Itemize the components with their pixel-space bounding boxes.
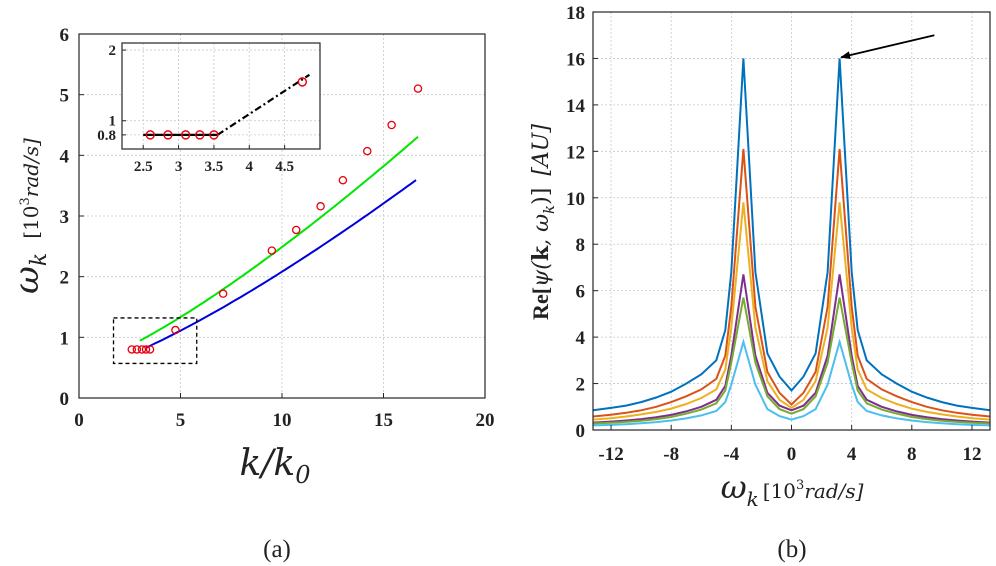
inset-y-tick-label: 1 xyxy=(109,114,117,130)
inset-markers xyxy=(145,77,308,140)
panel-a-x-tick-label: 10 xyxy=(273,410,292,431)
panel-b-x-tick-label: -8 xyxy=(663,444,679,465)
panel-b-x-tick-label: 12 xyxy=(962,444,981,465)
green-curve xyxy=(139,136,419,342)
panel-b-y-tick-label: 6 xyxy=(576,282,586,303)
panel-b-y-tick-label: 12 xyxy=(566,142,585,163)
inset-y-tick-label: 2 xyxy=(109,43,117,59)
measured-marker xyxy=(387,120,396,130)
inset-marker xyxy=(180,130,191,140)
panel-a-x-tick-label: 15 xyxy=(374,410,393,431)
panel-a-x-tick-label: 0 xyxy=(74,410,84,431)
measured-marker xyxy=(127,345,137,354)
panel-a-y-tick-label: 2 xyxy=(60,268,70,289)
panel-a-x-ticks: 0 5 10 15 20 xyxy=(74,393,495,431)
panel-b-series xyxy=(592,58,991,427)
inset-x-tick-label: 3 xyxy=(175,159,183,175)
panel-b-x-tick-label: 0 xyxy=(787,444,797,465)
panel-b-y-tick-label: 8 xyxy=(576,235,586,256)
inset-y-tick-label: 0.8 xyxy=(97,128,116,144)
panel-a-y-tick-label: 6 xyxy=(60,25,70,46)
panel-b-y-tick-label: 16 xyxy=(566,49,585,70)
panel-b-y-tick-label: 4 xyxy=(576,328,586,349)
panel-a-markers xyxy=(127,84,423,354)
inset-frame xyxy=(121,42,321,150)
panel-b-y-ticks: 0 2 4 6 8 10 12 14 16 18 xyxy=(566,3,598,442)
panel-a-zoom-box xyxy=(112,317,198,365)
measured-marker xyxy=(171,325,180,335)
peak-arrow xyxy=(840,34,935,60)
panel-b-y-tick-label: 0 xyxy=(576,421,586,442)
measured-marker xyxy=(291,225,301,235)
panel-b-y-tick-label: 14 xyxy=(566,96,586,117)
series-s3 xyxy=(592,202,991,421)
panel-a-y-tick-label: 5 xyxy=(60,86,70,107)
inset-marker xyxy=(163,130,173,140)
inset-x-tick-label: 2.5 xyxy=(134,159,153,175)
panel-a-y-tick-label: 3 xyxy=(60,207,70,228)
panel-a-y-ticks: 0 1 2 3 4 5 6 xyxy=(60,25,84,410)
series-s2 xyxy=(592,148,991,418)
panel-a-caption: (a) xyxy=(263,536,291,563)
series-s4 xyxy=(592,274,991,424)
measured-marker xyxy=(338,175,348,185)
measured-marker xyxy=(145,345,155,354)
series-s5 xyxy=(592,297,991,425)
blue-curve xyxy=(145,179,417,349)
panel-a-inset: 2.5 3 3.5 4 4.5 0.81 2 xyxy=(97,42,321,175)
panel-a-y-label: ωk[103rad/s] xyxy=(7,138,52,294)
panel-b-y-tick-label: 10 xyxy=(566,189,585,210)
inset-x-tick-label: 4 xyxy=(246,159,254,175)
inset-marker xyxy=(209,130,219,140)
inset-marker xyxy=(195,130,205,140)
panel-b-y-label: Re[ψ(k, ωk)][AU] xyxy=(528,124,558,320)
panel-b-x-ticks: -12 -8 -4 0 4 8 12 xyxy=(598,425,981,465)
panel-b-y-tick-label: 18 xyxy=(566,3,585,24)
panel-b-x-tick-label: -4 xyxy=(723,444,739,465)
panel-a-series xyxy=(139,136,419,349)
panel-b: -12 -8 -4 0 4 8 12 0 2 4 6 8 10 12 14 16 18 ωk [103rad/s… xyxy=(528,3,991,563)
measured-marker xyxy=(137,345,147,354)
measured-marker xyxy=(132,345,142,354)
measured-marker xyxy=(413,84,423,93)
panel-b-x-label: ωk [103rad/s] xyxy=(721,468,864,511)
measured-marker xyxy=(267,246,277,255)
inset-series xyxy=(143,73,310,136)
measured-marker xyxy=(141,345,151,354)
panel-a-x-tick-label: 20 xyxy=(476,410,495,431)
panel-b-x-tick-label: 8 xyxy=(907,444,917,465)
inset-marker xyxy=(145,130,155,140)
panel-b-caption: (b) xyxy=(777,536,806,563)
series-s1 xyxy=(592,58,991,412)
panel-b-x-tick-label: 4 xyxy=(847,444,857,465)
inset-x-ticks: 2.5 3 3.5 4 4.5 xyxy=(134,145,294,175)
inset-dashdot-line xyxy=(216,73,310,136)
panel-a-x-label: k/k0 xyxy=(239,443,310,489)
inset-x-tick-label: 3.5 xyxy=(205,159,224,175)
panel-b-x-tick-label: -12 xyxy=(598,444,623,465)
panel-b-grid xyxy=(593,12,990,430)
inset-y-ticks: 0.81 2 xyxy=(97,43,126,144)
panel-a-x-tick-label: 5 xyxy=(176,410,186,431)
series-s6 xyxy=(592,338,991,427)
panel-b-y-tick-label: 2 xyxy=(576,375,586,396)
measured-marker xyxy=(218,289,228,298)
panel-a-y-tick-label: 0 xyxy=(60,389,70,410)
inset-x-tick-label: 4.5 xyxy=(275,159,294,175)
panel-a-y-tick-label: 1 xyxy=(60,328,70,349)
measured-marker xyxy=(316,202,325,211)
inset-marker xyxy=(297,77,308,87)
measured-marker xyxy=(363,146,372,156)
panel-a-y-tick-label: 4 xyxy=(60,146,70,167)
